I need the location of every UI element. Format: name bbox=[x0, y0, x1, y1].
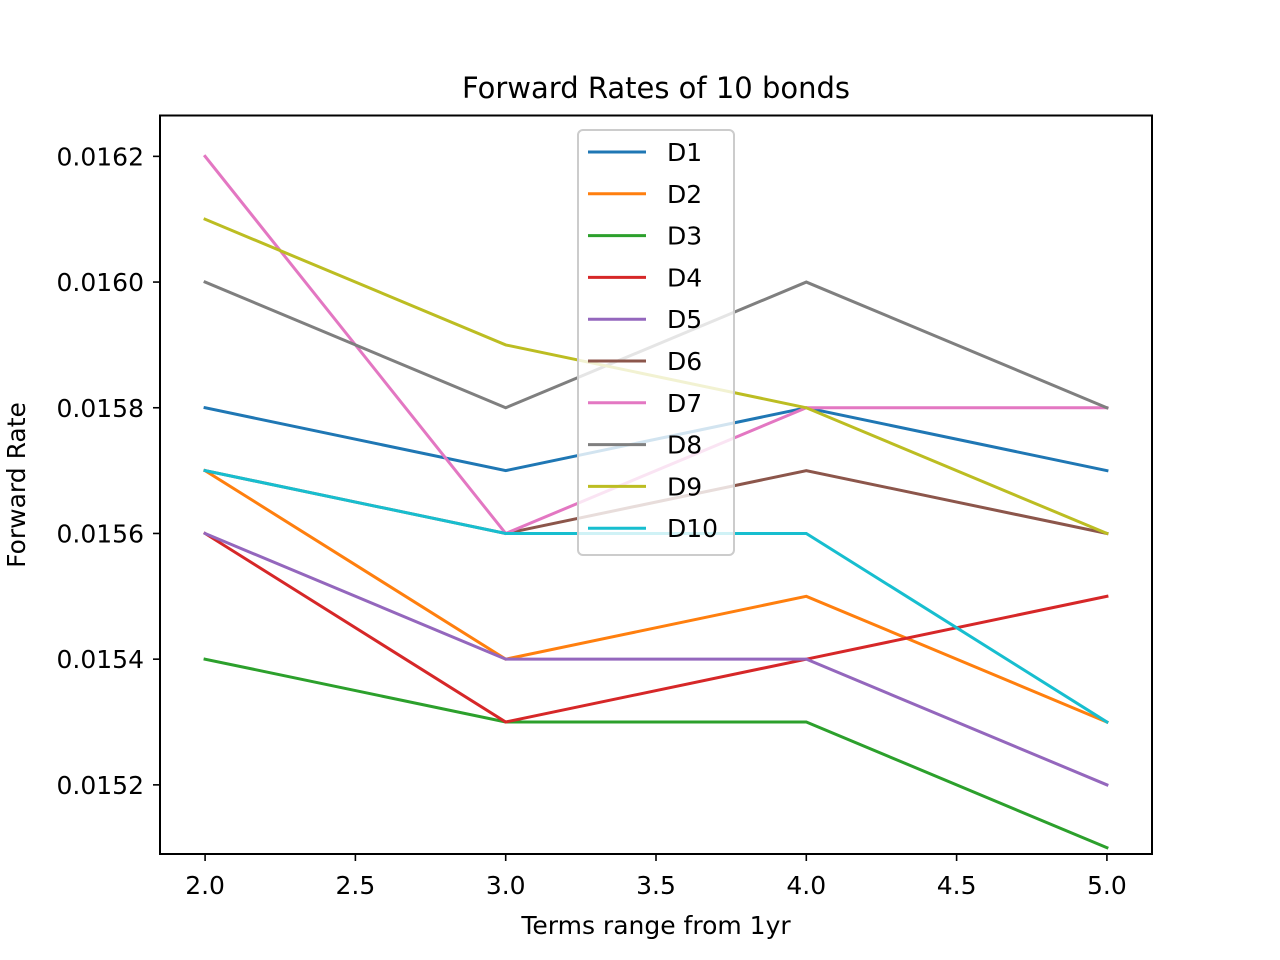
x-axis-label: Terms range from 1yr bbox=[520, 911, 791, 940]
legend-label-d6: D6 bbox=[667, 347, 702, 376]
y-tick-label: 0.0152 bbox=[57, 771, 144, 800]
x-tick-label: 2.5 bbox=[336, 871, 376, 900]
series-line-d5 bbox=[203, 531, 1109, 787]
y-tick-label: 0.0162 bbox=[57, 142, 144, 171]
x-tick-label: 4.5 bbox=[937, 871, 977, 900]
legend-label-d2: D2 bbox=[667, 180, 702, 209]
y-tick-label: 0.0156 bbox=[57, 519, 144, 548]
legend-label-d9: D9 bbox=[667, 472, 702, 501]
y-axis-label: Forward Rate bbox=[2, 402, 31, 568]
x-tick-label: 4.0 bbox=[786, 871, 826, 900]
x-tick-label: 3.5 bbox=[636, 871, 676, 900]
x-tick-label: 5.0 bbox=[1087, 871, 1127, 900]
chart-title: Forward Rates of 10 bonds bbox=[462, 71, 850, 105]
legend-label-d1: D1 bbox=[667, 138, 702, 167]
y-axis-ticks: 0.0152 0.0154 0.0156 0.0158 0.0160 0.0162 bbox=[57, 142, 160, 800]
x-tick-label: 2.0 bbox=[185, 871, 225, 900]
y-tick-label: 0.0154 bbox=[57, 645, 144, 674]
x-axis-ticks: 2.0 2.5 3.0 3.5 4.0 4.5 5.0 bbox=[185, 854, 1127, 900]
legend-label-d8: D8 bbox=[667, 431, 702, 460]
x-tick-label: 3.0 bbox=[486, 871, 526, 900]
legend-label-d3: D3 bbox=[667, 222, 702, 251]
legend: D1 D2 D3 D4 D5 D6 D7 D8 D9 D10 bbox=[577, 129, 735, 556]
series-line-d3 bbox=[203, 657, 1109, 850]
series-line-d2 bbox=[203, 468, 1109, 724]
legend-entries: D1 D2 D3 D4 D5 D6 D7 D8 D9 D10 bbox=[588, 138, 718, 543]
legend-label-d4: D4 bbox=[667, 263, 702, 292]
y-tick-label: 0.0160 bbox=[57, 268, 144, 297]
legend-label-d5: D5 bbox=[667, 305, 702, 334]
y-tick-label: 0.0158 bbox=[57, 394, 144, 423]
legend-label-d7: D7 bbox=[667, 389, 702, 418]
plot-frame bbox=[159, 114, 1153, 855]
legend-label-d10: D10 bbox=[667, 514, 718, 543]
